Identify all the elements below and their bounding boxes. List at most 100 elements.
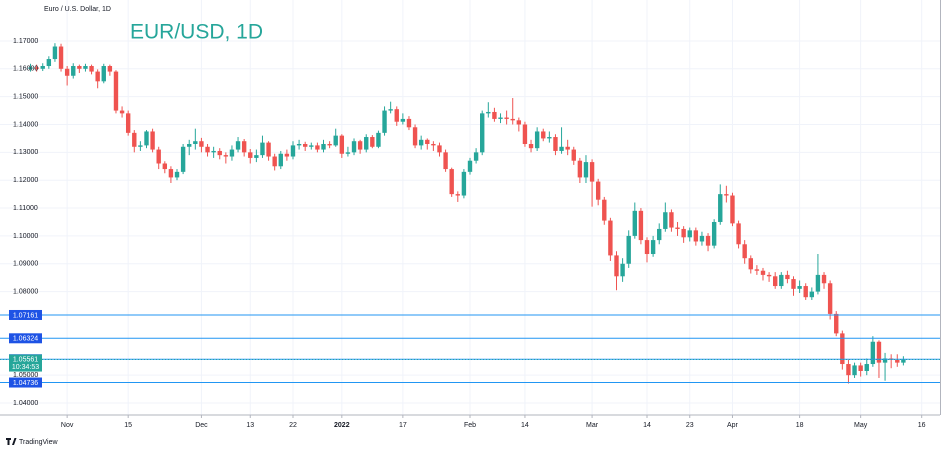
y-tick-label: 1.12000 <box>13 177 38 184</box>
candle-body <box>626 235 631 264</box>
candle-body <box>370 137 375 147</box>
candle-body <box>333 135 338 146</box>
price-line-label: 1.07161 <box>13 312 38 319</box>
candle-body <box>852 365 857 376</box>
x-tick-label: Feb <box>464 422 476 429</box>
current-price-label: 1.05561 <box>13 356 38 363</box>
candle-body <box>71 66 76 76</box>
candle-body <box>675 227 680 229</box>
candle-body <box>577 160 583 178</box>
price-line-label-box <box>9 309 42 320</box>
candle-body <box>425 139 430 144</box>
candle-body <box>162 163 168 170</box>
candle-body <box>779 274 784 287</box>
candle-body <box>492 111 497 119</box>
candle-body <box>644 240 650 255</box>
y-tick-label: 1.08000 <box>13 288 38 295</box>
y-tick-label: 1.10000 <box>13 233 38 240</box>
candle-body <box>278 153 283 167</box>
candle-body <box>412 127 418 146</box>
brand-logo: TradingView <box>6 438 58 446</box>
candle-body <box>534 131 540 149</box>
candle-body <box>541 131 546 139</box>
candle-body <box>571 149 576 161</box>
candle-body <box>101 66 106 82</box>
candle-body <box>260 142 265 156</box>
candle-body <box>620 263 625 277</box>
candle-body <box>28 67 33 69</box>
candle-body <box>565 146 570 150</box>
x-tick-label: Dec <box>195 422 208 429</box>
candle-body <box>657 228 662 241</box>
candle-body <box>150 131 155 150</box>
candle-body <box>467 160 473 172</box>
candle-body <box>595 181 601 200</box>
candle-body <box>870 341 876 365</box>
candle-body <box>589 162 595 182</box>
candle-body <box>901 359 906 363</box>
candle-body <box>449 169 454 195</box>
candle-body <box>742 244 747 259</box>
candle-body <box>797 286 802 289</box>
candle-body <box>241 141 247 153</box>
candle-body <box>272 156 277 167</box>
candle-body <box>125 113 131 133</box>
plot-area <box>28 43 906 384</box>
candle-body <box>455 194 460 196</box>
y-tick-label: 1.17000 <box>13 38 38 45</box>
candle-body <box>785 274 790 280</box>
y-tick-label: 1.09000 <box>13 261 38 268</box>
candle-body <box>107 66 113 72</box>
candle-body <box>376 132 381 147</box>
candle-body <box>95 71 100 82</box>
candle-body <box>736 223 741 245</box>
candle-body <box>687 230 692 238</box>
candle-body <box>211 150 216 153</box>
y-tick-label: 1.14000 <box>13 121 38 128</box>
candle-body <box>229 149 235 157</box>
candle-body <box>760 270 766 275</box>
price-line-label: 1.06324 <box>13 336 38 343</box>
y-tick-label: 1.16000 <box>13 66 38 73</box>
candle-body <box>34 67 39 69</box>
candle-body <box>882 358 888 363</box>
candle-body <box>632 210 638 236</box>
candle-body <box>711 221 717 246</box>
candle-body <box>83 66 88 69</box>
candle-body <box>461 171 467 196</box>
candle-body <box>217 150 222 156</box>
x-tick-label: 14 <box>521 422 529 429</box>
candle-body <box>821 274 827 284</box>
candle-body <box>553 137 558 151</box>
x-tick-label: Apr <box>727 422 739 429</box>
candle-body <box>89 66 94 72</box>
candle-body <box>864 364 869 371</box>
candle-body <box>205 146 210 153</box>
y-tick-label: 1.05000 <box>13 372 38 379</box>
overlay: 1.17000 1.16000 1.15000 1.14000 1.13000 1.120… <box>0 38 940 429</box>
candle-body <box>834 313 839 334</box>
candle-body <box>199 141 204 147</box>
candle-body <box>132 132 137 147</box>
candle-body <box>809 291 815 298</box>
candle-body <box>827 283 833 314</box>
candle-body <box>663 212 668 229</box>
x-tick-label: Nov <box>61 422 74 429</box>
y-tick-label: 1.13000 <box>13 149 38 156</box>
candle-body <box>144 131 149 146</box>
candle-body <box>248 152 253 158</box>
candle-body <box>431 143 436 146</box>
candle-body <box>650 240 656 255</box>
candle-body <box>522 124 528 144</box>
price-line-label: 1.04736 <box>13 380 38 387</box>
y-tick-label: 1.15000 <box>13 93 38 100</box>
candle-body <box>876 341 882 363</box>
candle-body <box>138 145 143 147</box>
candle-body <box>480 113 485 153</box>
candle-body <box>895 359 900 363</box>
candle-body <box>608 220 613 256</box>
current-price-box <box>9 354 42 372</box>
x-tick-label: Mar <box>586 422 599 429</box>
x-tick-label: 17 <box>399 422 407 429</box>
